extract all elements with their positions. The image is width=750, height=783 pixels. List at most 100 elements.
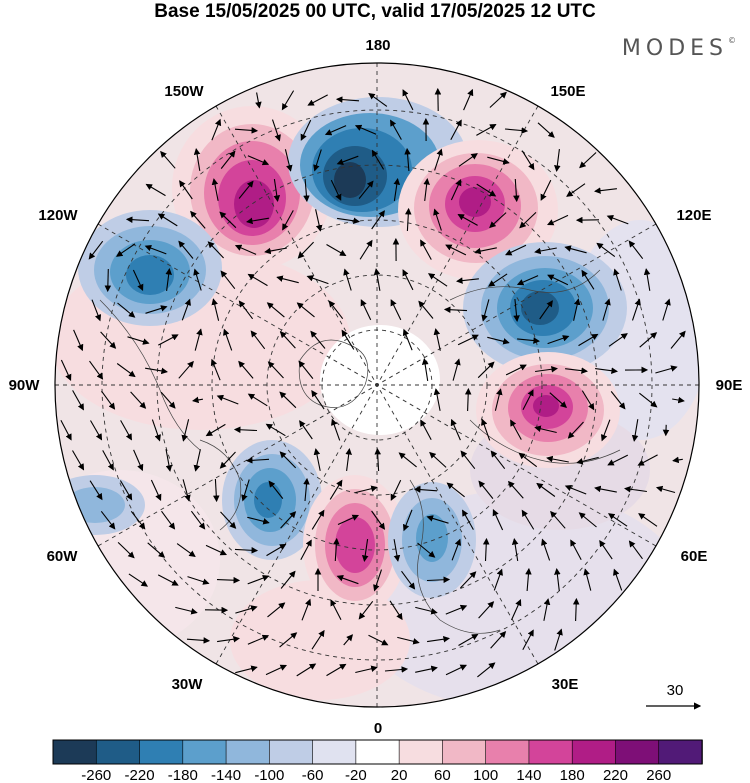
wind-arrow — [264, 247, 287, 255]
wind-arrow — [433, 208, 442, 231]
cell-60w-negative — [222, 440, 322, 560]
wind-arrow — [493, 568, 503, 591]
wind-arrow — [102, 450, 114, 471]
wind-arrow — [457, 334, 479, 346]
wind-arrow — [104, 268, 112, 293]
wind-arrow — [477, 662, 496, 678]
wind-arrow — [482, 537, 490, 562]
wind-arrow — [534, 425, 557, 434]
wind-arrow — [337, 217, 360, 225]
wind-arrow — [60, 420, 72, 441]
colorbar-cell — [571, 739, 617, 765]
colorbar-tick-label: 140 — [516, 767, 541, 783]
wind-arrow — [373, 569, 383, 592]
wind-arrow — [572, 597, 580, 622]
wind-arrow — [280, 570, 296, 589]
wind-arrow — [402, 509, 413, 532]
colorbar-tick-label: 180 — [560, 767, 585, 783]
wind-arrow — [606, 214, 629, 225]
wind-arrow — [547, 214, 569, 226]
cell-90e-positive — [476, 352, 620, 468]
reference-vector: 30 — [646, 682, 702, 710]
wind-arrow — [89, 360, 104, 380]
wind-arrow — [373, 268, 381, 291]
wind-arrow — [175, 606, 198, 615]
wind-arrow — [398, 452, 417, 468]
wind-arrow — [474, 247, 497, 255]
wind-arrow — [127, 336, 150, 345]
colorbar-cell — [182, 739, 227, 765]
wind-arrow — [462, 509, 474, 530]
lon-label-150e: 150E — [550, 83, 585, 100]
wind-arrow — [268, 480, 284, 499]
wind-vectors — [60, 87, 686, 678]
wind-arrow — [234, 547, 259, 554]
wind-arrow — [265, 664, 287, 676]
wind-arrow — [297, 241, 314, 259]
wind-arrow — [145, 367, 168, 375]
wind-arrow — [599, 539, 613, 560]
wind-arrow — [607, 513, 628, 527]
wind-arrow — [481, 418, 491, 441]
wind-arrow — [117, 302, 136, 318]
wind-arrow — [187, 576, 210, 585]
wind-arrow — [613, 268, 622, 291]
wind-arrow — [594, 187, 617, 194]
wind-arrow — [565, 367, 588, 374]
wind-arrow — [157, 213, 178, 227]
wind-arrow — [326, 244, 347, 257]
wind-arrow — [216, 576, 241, 584]
wind-arrow — [638, 513, 658, 527]
wind-arrow — [637, 454, 658, 466]
wind-arrow — [279, 331, 296, 349]
wind-arrow — [279, 632, 298, 648]
wind-arrow — [510, 419, 522, 440]
wind-arrow — [306, 275, 329, 285]
wind-arrow — [415, 665, 438, 673]
wind-arrow — [358, 600, 374, 620]
wind-arrow — [576, 456, 599, 465]
wind-arrow — [421, 358, 429, 381]
wind-arrow — [578, 512, 597, 528]
wind-arrow — [181, 419, 190, 442]
wind-arrow — [413, 486, 438, 493]
wind-arrow — [492, 509, 504, 531]
colorbar-cell — [528, 739, 574, 765]
wind-arrow — [326, 663, 347, 677]
wind-arrow — [220, 270, 236, 290]
wind-arrow — [489, 91, 507, 108]
wind-arrow — [238, 180, 254, 199]
wind-arrow — [458, 153, 478, 167]
wind-arrow — [60, 359, 72, 381]
colorbar-tick-label: -180 — [168, 767, 198, 783]
wind-arrow — [301, 598, 312, 621]
wind-arrow — [219, 211, 237, 229]
wind-arrow — [518, 452, 538, 468]
lon-label-60e: 60E — [681, 548, 708, 565]
wind-arrow — [371, 210, 385, 230]
wind-arrow — [186, 637, 211, 644]
wind-arrow — [554, 628, 563, 651]
wind-arrow — [303, 477, 310, 502]
wind-arrow — [266, 543, 287, 557]
wind-arrow — [361, 539, 369, 562]
wind-arrow — [89, 480, 103, 501]
wind-arrow — [190, 210, 206, 229]
wind-arrow — [117, 542, 135, 559]
wind-arrow — [583, 568, 592, 591]
wind-arrow — [223, 328, 233, 351]
wind-arrow — [510, 598, 522, 621]
wind-arrow — [247, 393, 268, 407]
wind-arrow — [247, 634, 270, 645]
wind-arrow — [521, 150, 535, 171]
wind-arrow — [489, 212, 507, 229]
wind-arrow — [216, 394, 239, 405]
wind-arrow — [179, 180, 193, 200]
wind-arrow — [282, 210, 294, 231]
wind-arrow — [276, 275, 299, 284]
lon-label-top: 180 — [365, 37, 390, 54]
cell-30e-negative — [388, 482, 476, 598]
wind-arrow — [535, 365, 558, 373]
wind-arrow — [534, 247, 557, 255]
colorbar-tick-label: 20 — [391, 767, 408, 783]
